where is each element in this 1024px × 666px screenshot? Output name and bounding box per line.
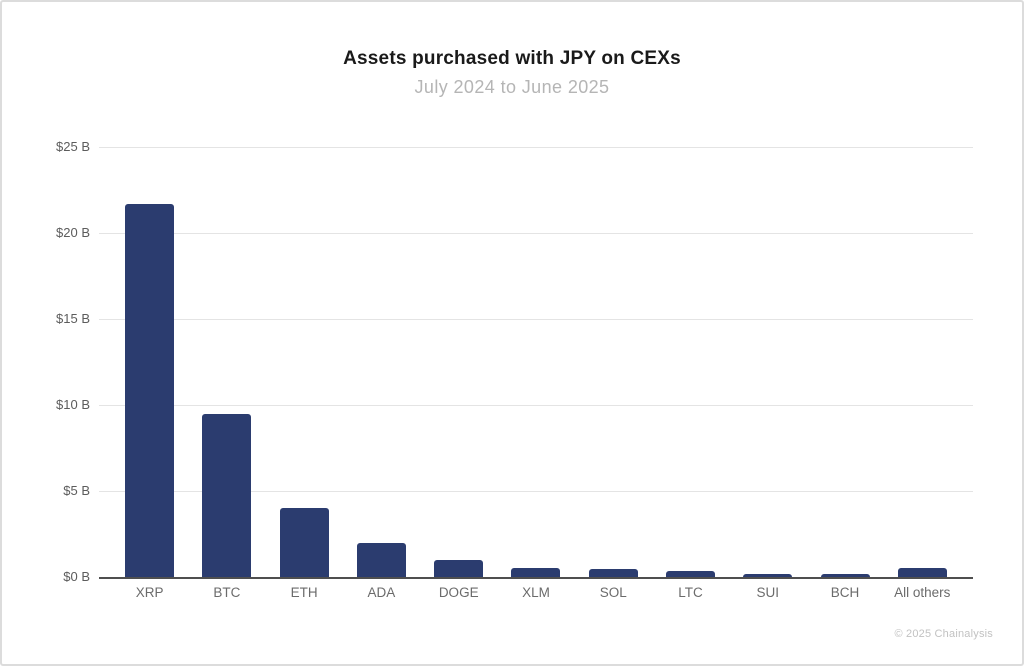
bar-sol (588, 569, 638, 577)
bar-btc (202, 413, 252, 577)
x-slot-bch: BCH (806, 585, 883, 600)
bar-slot-ada (343, 147, 420, 577)
x-axis-labels: XRP BTC ETH ADA DOGE XLM SOL LTC SUI BCH All other… (99, 585, 973, 600)
x-slot-btc: BTC (188, 585, 265, 600)
y-tick-label: $5 B (63, 483, 90, 499)
bar-xlm (511, 567, 561, 577)
x-slot-sui: SUI (729, 585, 806, 600)
y-tick-label: $15 B (56, 311, 90, 327)
x-tick-label-sui: SUI (756, 585, 780, 600)
bar-sui (743, 573, 793, 577)
bar-slot-bch (806, 147, 883, 577)
x-tick-label-ada: ADA (367, 585, 396, 600)
gridline (99, 491, 973, 492)
bar-slot-all-others (884, 147, 961, 577)
bar-xrp (125, 203, 175, 577)
x-tick-label-ltc: LTC (678, 585, 703, 600)
bar-doge (434, 559, 484, 577)
y-tick-label: $0 B (63, 569, 90, 585)
x-tick-label-eth: ETH (290, 585, 318, 600)
bar-slot-sol (575, 147, 652, 577)
bar-bch (820, 573, 870, 577)
x-tick-label-doge: DOGE (438, 585, 479, 600)
y-tick-label: $10 B (56, 397, 90, 413)
bar-slot-btc (188, 147, 265, 577)
chart-subtitle: July 2024 to June 2025 (414, 77, 610, 97)
bar-slot-doge (420, 147, 497, 577)
x-slot-sol: SOL (575, 585, 652, 600)
x-slot-doge: DOGE (420, 585, 497, 600)
gridline (99, 319, 973, 320)
x-slot-ada: ADA (343, 585, 420, 600)
y-tick-label: $25 B (56, 139, 90, 155)
x-slot-all-others: All others (884, 585, 961, 600)
x-slot-xrp: XRP (111, 585, 188, 600)
copyright-notice: © 2025 Chainalysis (894, 628, 993, 640)
x-tick-label-bch: BCH (830, 585, 860, 600)
x-tick-label-btc: BTC (213, 585, 241, 600)
bar-ada (356, 542, 406, 577)
bars-layer (99, 147, 973, 577)
plot-area: $25 B $20 B $15 B $10 B $5 B $0 B XRP BTC ETH AD… (56, 139, 973, 600)
x-tick-label-xrp: XRP (135, 585, 164, 600)
x-tick-label-all-others: All others (894, 585, 951, 600)
gridline (99, 233, 973, 234)
bar-slot-xrp (111, 147, 188, 577)
bar-slot-sui (729, 147, 806, 577)
x-slot-ltc: LTC (652, 585, 729, 600)
bar-slot-ltc (652, 147, 729, 577)
x-tick-label-xlm: XLM (522, 585, 550, 600)
x-slot-eth: ETH (266, 585, 343, 600)
bar-ltc (665, 570, 715, 577)
bar-all-others (897, 567, 947, 577)
x-tick-label-sol: SOL (599, 585, 627, 600)
gridline (99, 147, 973, 148)
y-tick-label: $20 B (56, 225, 90, 241)
x-slot-xlm: XLM (497, 585, 574, 600)
bar-eth (279, 508, 329, 577)
bar-slot-eth (266, 147, 343, 577)
bar-slot-xlm (497, 147, 574, 577)
gridline (99, 405, 973, 406)
chart-title: Assets purchased with JPY on CEXs (343, 48, 681, 69)
